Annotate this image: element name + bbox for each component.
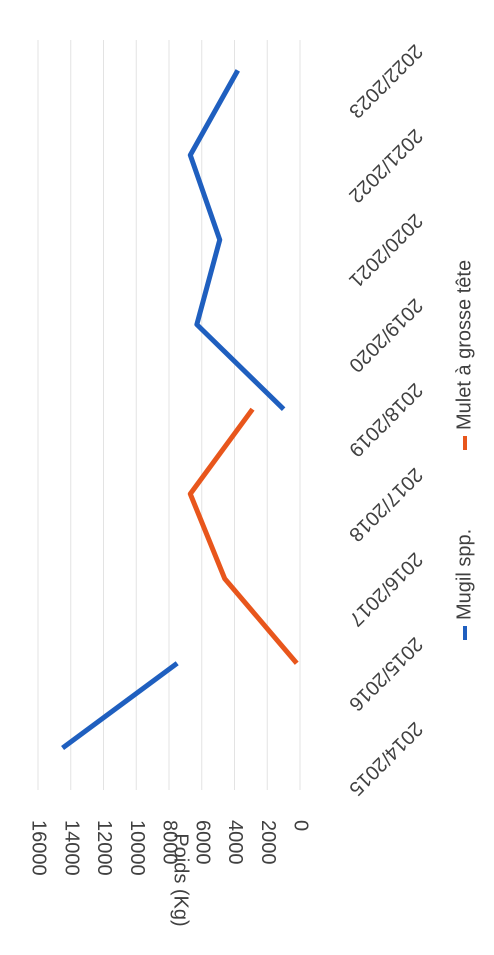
- axis-title: Poids (Kg): [170, 833, 192, 926]
- y-tick-label: 0: [290, 820, 312, 831]
- y-tick-label: 8000: [159, 820, 181, 865]
- x-tick-label: 2022/2023: [344, 40, 426, 122]
- x-tick-label: 2017/2018: [344, 463, 426, 545]
- x-tick-label: 2019/2020: [344, 294, 426, 376]
- x-tick-label: 2014/2015: [344, 717, 426, 799]
- y-tick-label: 4000: [224, 820, 246, 865]
- y-tick-label: 10000: [126, 820, 148, 876]
- legend-label: Mugil spp.: [453, 529, 475, 620]
- series-line: [61, 661, 179, 751]
- x-tick-label: 2021/2022: [344, 124, 426, 206]
- y-tick-label: 12000: [93, 820, 115, 876]
- x-tick-label: 2018/2019: [344, 379, 426, 461]
- y-tick-label: 16000: [28, 820, 50, 876]
- x-tick-label: 2016/2017: [344, 548, 426, 630]
- series-line: [187, 69, 286, 411]
- y-tick-label: 2000: [257, 820, 279, 865]
- y-tick-label: 6000: [191, 820, 213, 865]
- legend-label: Mulet à grosse tête: [453, 260, 475, 430]
- x-tick-label: 2020/2021: [344, 209, 426, 291]
- series-line: [187, 407, 299, 665]
- x-tick-label: 2015/2016: [344, 633, 426, 715]
- y-tick-label: 14000: [60, 820, 82, 876]
